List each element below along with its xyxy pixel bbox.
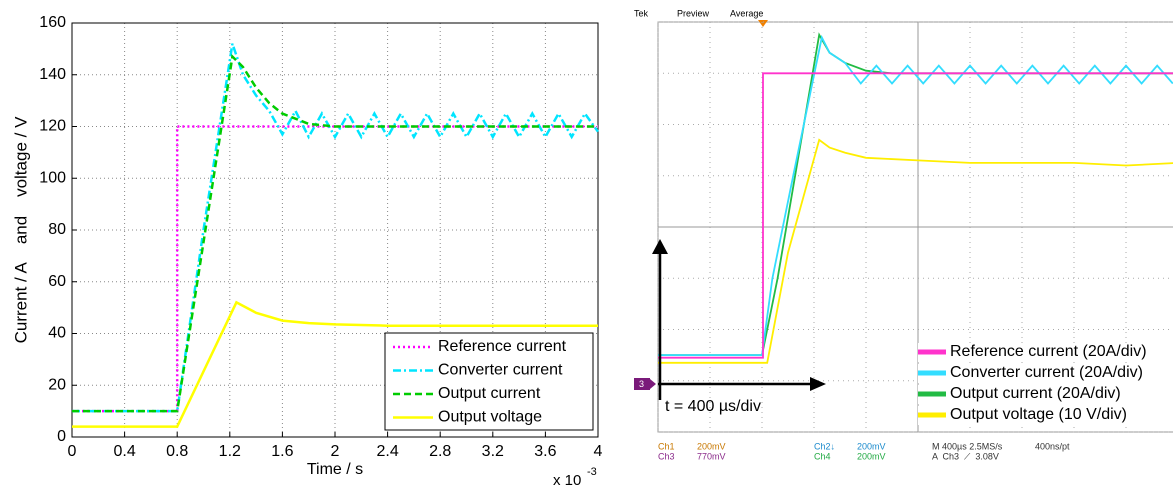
readout: A Ch3 ⟋ 3.08V (932, 451, 999, 461)
x-axis-label: Time / s (307, 461, 363, 478)
line-chart: 0 20 40 60 80 100 120 140 160 0 0.4 0.8 1.2 1.6 2 2.4 2.… (39, 14, 602, 460)
readout: M 400µs 2.5MS/s (932, 441, 1003, 451)
y-tick-label: 100 (39, 169, 66, 186)
y-axis-label: Current / A and voltage / V (11, 116, 30, 343)
y-tick-label: 40 (48, 325, 66, 342)
legend-label: Output voltage (438, 409, 542, 426)
y-tick-label: 120 (39, 118, 66, 135)
figure: Current / A and voltage / V Time / s x 1… (0, 0, 1173, 489)
readout: 400ns/pt (1035, 441, 1070, 451)
y-tick-label: 80 (48, 221, 66, 238)
readout: 200mV (857, 451, 886, 461)
y-tick-label: 0 (57, 428, 66, 445)
legend-label: Output voltage (10 V/div) (950, 406, 1127, 423)
readout: Ch4 (814, 451, 831, 461)
x-tick-label: 2 (331, 443, 340, 460)
x-tick-label: 0 (68, 443, 77, 460)
y-tick-label: 160 (39, 14, 66, 31)
legend-label: Converter current (438, 362, 563, 379)
x-tick-label: 1.2 (219, 443, 241, 460)
readout: Ch2↓ (814, 441, 835, 451)
legend-label: Converter current (20A/div) (950, 364, 1143, 381)
legend-label: Reference current (20A/div) (950, 343, 1147, 360)
time-label: t = 400 µs/div (665, 398, 761, 415)
x-multiplier-exponent: -3 (587, 466, 597, 478)
x-tick-label: 4 (594, 443, 603, 460)
scope-header: Tek (634, 8, 649, 18)
x-tick-label: 0.4 (113, 443, 135, 460)
legend-label: Reference current (438, 338, 567, 355)
x-tick-label: 2.4 (376, 443, 398, 460)
scope-header: Average (730, 8, 763, 18)
readout: Ch1 (658, 441, 675, 451)
x-tick-label: 3.6 (534, 443, 556, 460)
readout: 770mV (697, 451, 726, 461)
x-multiplier: x 10 (553, 472, 581, 489)
page: Current / A and voltage / V Time / s x 1… (0, 0, 1173, 489)
y-tick-label: 140 (39, 66, 66, 83)
legend-label: Output current (438, 385, 541, 402)
x-tick-label: 0.8 (166, 443, 188, 460)
legend-label: Output current (20A/div) (950, 385, 1121, 402)
x-tick-label: 3.2 (482, 443, 504, 460)
channel-marker: 3 (639, 379, 644, 389)
x-tick-label: 2.8 (429, 443, 451, 460)
readout: 200mV (697, 441, 726, 451)
scope-header: Preview (677, 8, 710, 18)
y-tick-label: 60 (48, 273, 66, 290)
readout: 200mV (857, 441, 886, 451)
readout: Ch3 (658, 451, 675, 461)
x-tick-label: 1.6 (271, 443, 293, 460)
y-tick-label: 20 (48, 376, 66, 393)
channel-marker-arrow (650, 379, 656, 389)
